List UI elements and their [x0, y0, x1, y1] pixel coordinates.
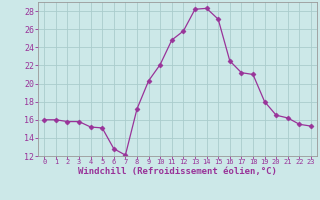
- X-axis label: Windchill (Refroidissement éolien,°C): Windchill (Refroidissement éolien,°C): [78, 167, 277, 176]
